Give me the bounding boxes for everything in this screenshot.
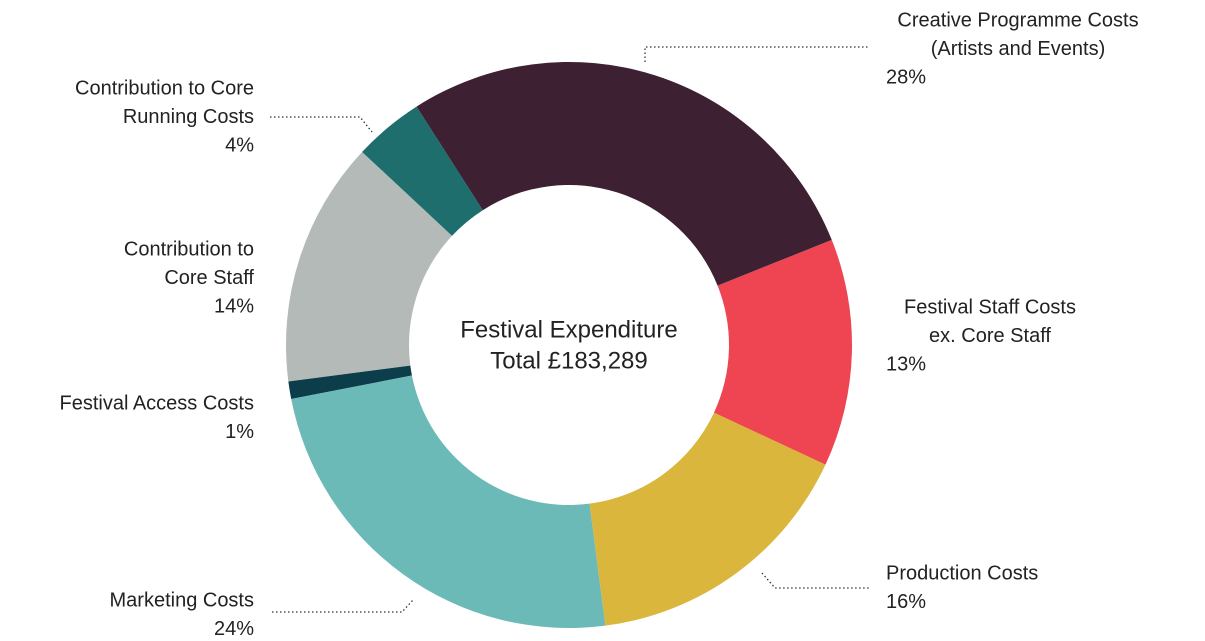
- value-label: 24%: [214, 618, 254, 640]
- leader-line: [270, 116, 373, 133]
- leader-line: [644, 46, 870, 62]
- center-label: Total £183,289: [490, 347, 647, 374]
- slice: [362, 106, 483, 236]
- slice: [285, 151, 452, 382]
- value-label: 14%: [214, 295, 254, 317]
- leader-line: [272, 599, 414, 613]
- slice: [416, 62, 832, 286]
- slice-label: Contribution to Core: [75, 77, 254, 99]
- leader-line: [761, 572, 870, 589]
- slice: [291, 375, 606, 628]
- slice-label: Festival Staff Costs: [904, 296, 1076, 318]
- slice-label: Contribution to: [124, 238, 254, 260]
- slice: [288, 365, 412, 399]
- slice-label: ex. Core Staff: [929, 325, 1051, 347]
- value-label: 4%: [225, 134, 254, 156]
- slice-label: Production Costs: [886, 562, 1038, 584]
- slice-label: Creative Programme Costs: [897, 9, 1138, 31]
- value-label: 16%: [886, 591, 926, 613]
- slice: [589, 412, 826, 626]
- value-label: 1%: [225, 421, 254, 443]
- slice-label: Festival Access Costs: [59, 392, 254, 414]
- slice-label: Marketing Costs: [110, 589, 255, 611]
- slice-label: (Artists and Events): [931, 38, 1106, 60]
- slice-label: Core Staff: [164, 267, 254, 289]
- value-label: 28%: [886, 66, 926, 88]
- slice-label: Running Costs: [123, 106, 254, 128]
- center-label: Festival Expenditure: [460, 316, 677, 343]
- value-label: 13%: [886, 353, 926, 375]
- slice: [714, 239, 853, 465]
